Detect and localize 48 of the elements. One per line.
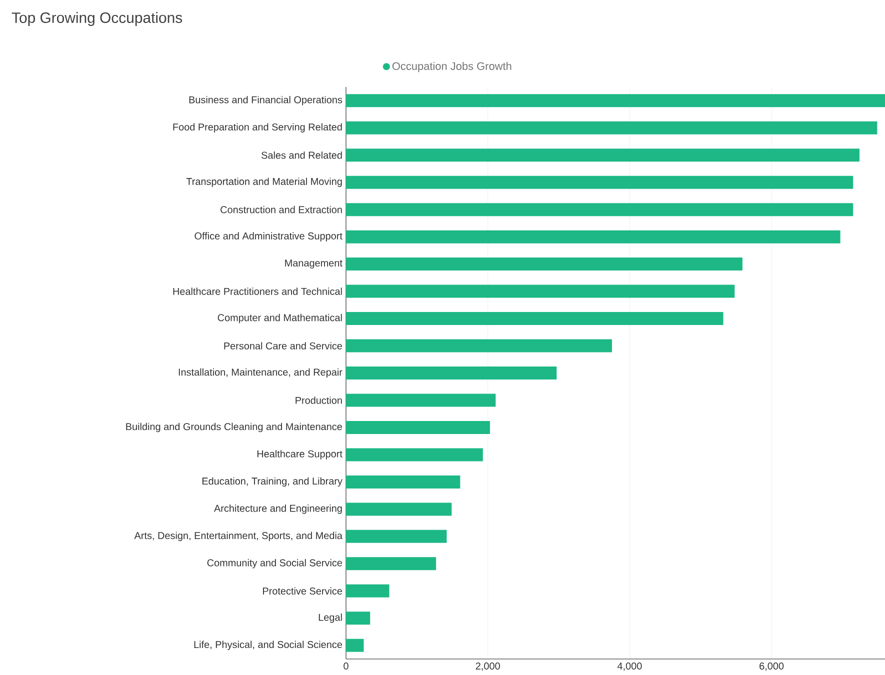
bar	[346, 475, 460, 488]
y-tick-label: Installation, Maintenance, and Repair	[178, 368, 342, 378]
bar	[346, 284, 735, 298]
y-tick-label: Food Preparation and Serving Related	[173, 123, 342, 132]
bar	[346, 176, 854, 189]
text: Top Growing Occupations	[12, 12, 182, 26]
bar	[346, 339, 612, 352]
bar	[346, 230, 840, 244]
bar	[346, 612, 370, 625]
bar	[346, 394, 496, 407]
y-tick-label: Construction and Extraction	[220, 206, 342, 214]
bar	[346, 557, 436, 570]
legend-label: Occupation Jobs Growth	[392, 62, 512, 72]
bar	[346, 148, 860, 162]
bar	[346, 203, 854, 216]
y-tick-label: Personal Care and Service	[224, 342, 342, 350]
y-tick-label: Healthcare Practitioners and Technical	[173, 288, 342, 295]
bar	[346, 584, 390, 598]
bar	[346, 366, 557, 380]
y-tick-label: Protective Service	[263, 587, 342, 595]
bar	[346, 258, 742, 271]
bar	[346, 121, 878, 134]
y-tick-label: Life, Physical, and Social Science	[194, 640, 342, 650]
x-tick-label: 2,000	[476, 662, 500, 671]
y-tick-label: Education, Training, and Library	[202, 477, 342, 487]
y-tick-label: Office and Administrative Support	[194, 232, 342, 242]
y-tick-label: Management	[285, 260, 342, 269]
x-tick-label: 6,000	[760, 662, 784, 671]
y-tick-label: Production	[296, 396, 342, 404]
bar	[346, 420, 490, 434]
bar	[346, 94, 885, 108]
bar	[346, 502, 452, 516]
bar	[346, 448, 483, 462]
y-tick-label: Computer and Mathematical	[218, 314, 342, 324]
bar	[346, 530, 447, 543]
y-tick-label: Legal	[318, 614, 342, 623]
x-tick-label: 4,000	[617, 662, 642, 671]
bar	[346, 638, 364, 652]
y-tick-label: Sales and Related	[262, 151, 342, 159]
y-tick-label: Healthcare Support	[257, 450, 342, 460]
y-tick-label: Arts, Design, Entertainment, Sports, and Media	[134, 532, 342, 542]
y-tick-label: Transportation and Material Moving	[186, 178, 342, 187]
y-tick-label: Business and Financial Operations	[189, 96, 342, 106]
y-tick-label: Architecture and Engineering	[214, 504, 342, 514]
y-tick-label: Building and Grounds Cleaning and Maintenance	[126, 422, 342, 432]
x-tick-label: 0	[344, 662, 348, 670]
y-tick-label: Community and Social Service	[207, 559, 342, 568]
bar	[346, 312, 724, 326]
